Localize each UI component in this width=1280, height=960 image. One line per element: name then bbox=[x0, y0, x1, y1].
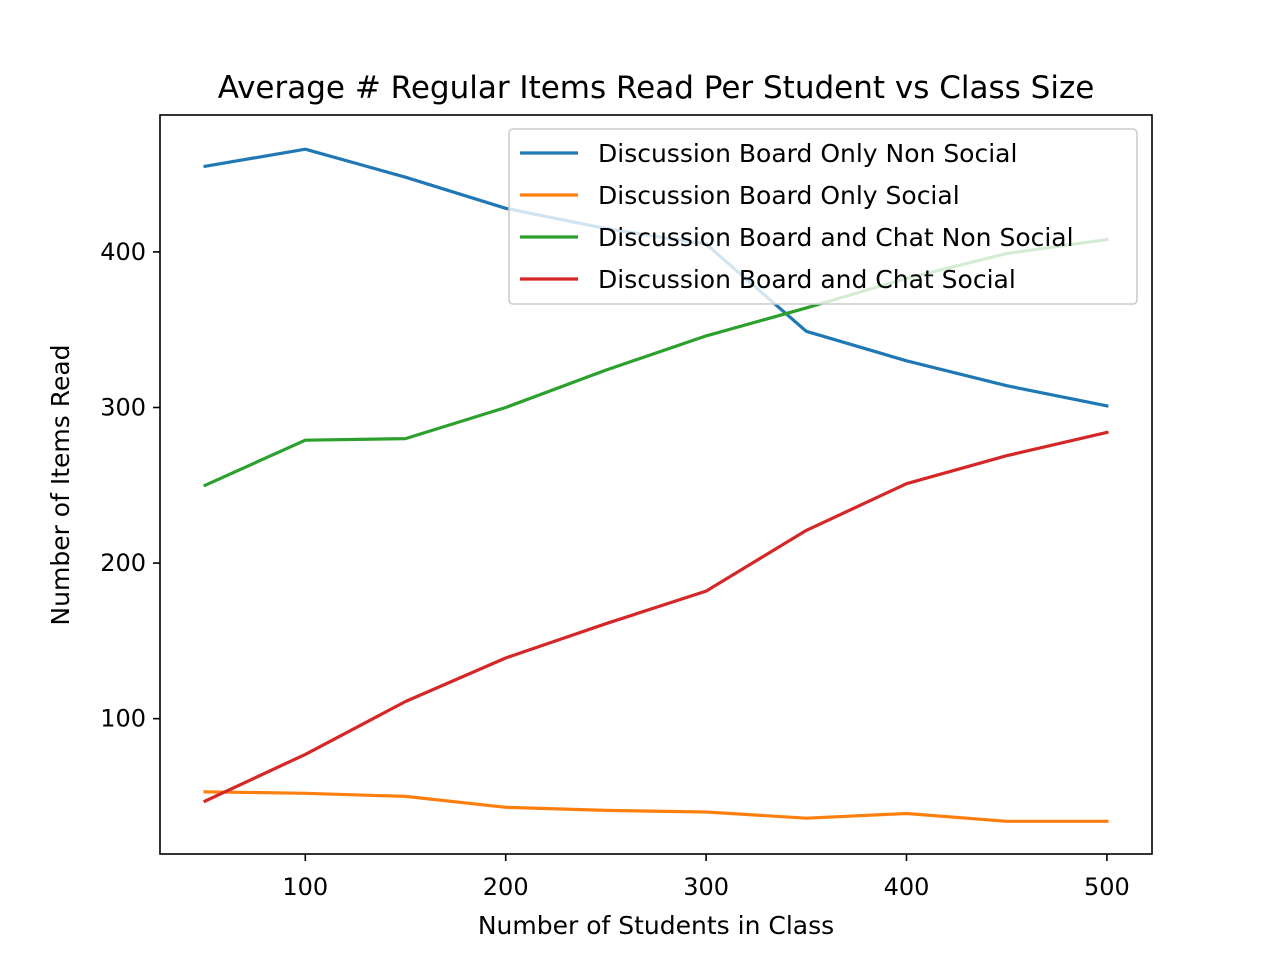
x-tick-label: 200 bbox=[483, 873, 529, 901]
y-tick-label: 300 bbox=[100, 393, 146, 421]
legend-box bbox=[508, 128, 1138, 305]
y-axis-label: Number of Items Read bbox=[46, 344, 75, 625]
legend-items: Discussion Board Only Non Social Discussi… bbox=[520, 139, 1074, 294]
x-tick-label: 100 bbox=[282, 873, 328, 901]
series-line bbox=[202, 430, 1109, 804]
y-tick-label: 100 bbox=[100, 705, 146, 733]
x-axis-label: Number of Students in Class bbox=[478, 911, 834, 940]
legend-label: Discussion Board and Chat Non Social bbox=[598, 223, 1074, 252]
series-line bbox=[203, 790, 1109, 823]
x-tick-label: 300 bbox=[683, 873, 729, 901]
plot-frame bbox=[159, 114, 1153, 855]
legend: Discussion Board Only Non Social Discussi… bbox=[508, 128, 1138, 305]
y-axis: 100 200 300 400 bbox=[100, 238, 160, 733]
legend-label: Discussion Board and Chat Social bbox=[598, 265, 1016, 294]
chart-title: Average # Regular Items Read Per Student… bbox=[218, 70, 1095, 106]
legend-label: Discussion Board Only Social bbox=[598, 181, 960, 210]
x-tick-label: 400 bbox=[884, 873, 930, 901]
legend-label: Discussion Board Only Non Social bbox=[598, 139, 1017, 168]
x-axis: 100 200 300 400 500 bbox=[282, 854, 1130, 901]
x-tick-label: 500 bbox=[1084, 873, 1130, 901]
y-tick-label: 200 bbox=[100, 549, 146, 577]
y-tick-label: 400 bbox=[100, 238, 146, 266]
